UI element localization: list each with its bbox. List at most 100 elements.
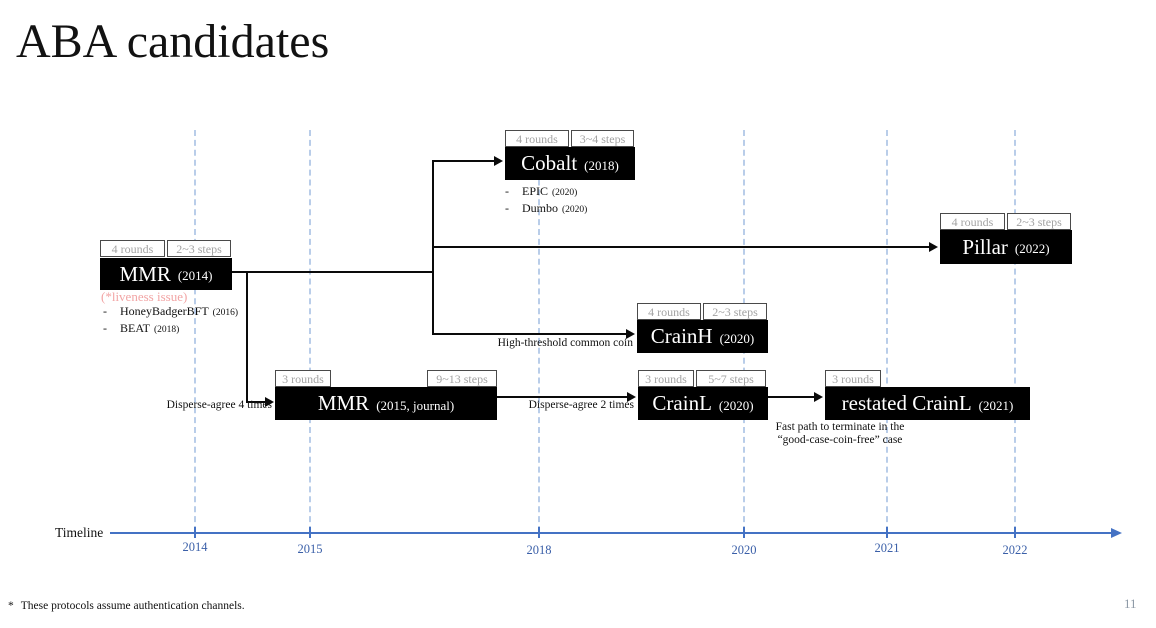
rounds-tag: 4 rounds bbox=[100, 240, 165, 257]
protocol-year: (2018) bbox=[584, 157, 619, 173]
connector-to-cobalt bbox=[434, 160, 495, 162]
protocol-name: MMR bbox=[317, 391, 370, 415]
protocol-year: (2022) bbox=[1014, 241, 1050, 256]
tags-pillar: 4 rounds 2~3 steps bbox=[940, 213, 1071, 230]
protocol-year: (2015, journal) bbox=[376, 397, 455, 413]
arrowhead-restated-crainl bbox=[814, 392, 823, 402]
steps-tag: 3~4 steps bbox=[571, 130, 634, 147]
cobalt-derivatives: - EPIC (2020) - Dumbo (2020) bbox=[505, 184, 587, 218]
footnote-marker: * bbox=[8, 600, 14, 612]
derivative-year: (2020) bbox=[552, 188, 578, 198]
year-label-2015: 2015 bbox=[297, 542, 323, 556]
year-label-2018: 2018 bbox=[526, 543, 552, 557]
tags-restated-crainl: 3 rounds bbox=[825, 370, 881, 387]
rounds-tag: 3 rounds bbox=[638, 370, 694, 387]
list-item: - Dumbo (2020) bbox=[505, 201, 587, 218]
rounds-tag: 3 rounds bbox=[275, 370, 331, 387]
derivative-name: BEAT bbox=[120, 321, 150, 335]
year-label-2020: 2020 bbox=[731, 543, 757, 557]
gridline-2022 bbox=[1014, 130, 1016, 532]
timeline-axis bbox=[110, 532, 1112, 534]
fast-path-line1: Fast path to terminate in the bbox=[775, 421, 905, 433]
tick-2014 bbox=[194, 527, 196, 538]
steps-tag: 2~3 steps bbox=[703, 303, 767, 320]
steps-tag: 2~3 steps bbox=[167, 240, 231, 257]
steps-tag: 5~7 steps bbox=[696, 370, 766, 387]
arrowhead-mmr2015 bbox=[265, 397, 274, 407]
protocol-year: (2020) bbox=[719, 330, 755, 346]
connector-to-crainl bbox=[497, 396, 628, 398]
year-label-2014: 2014 bbox=[182, 540, 208, 554]
gridline-2015 bbox=[309, 130, 311, 532]
steps-tag: 9~13 steps bbox=[427, 370, 497, 387]
rounds-tag: 4 rounds bbox=[940, 213, 1005, 230]
connector-branch-vertical bbox=[432, 160, 434, 335]
derivative-name: EPIC bbox=[522, 184, 549, 198]
steps-tag: 2~3 steps bbox=[1007, 213, 1071, 230]
protocol-year: (2020) bbox=[718, 397, 754, 413]
derivative-year: (2016) bbox=[212, 308, 238, 318]
connector-mmr2014-trunk bbox=[232, 271, 433, 273]
tick-2021 bbox=[886, 527, 888, 538]
protocol-name: Pillar bbox=[962, 234, 1008, 259]
arrowhead-crainh bbox=[626, 329, 635, 339]
slide-title: ABA candidates bbox=[16, 15, 330, 68]
protocol-box-cobalt: Cobalt (2018) bbox=[505, 147, 635, 180]
tick-2022 bbox=[1014, 527, 1016, 538]
edge-label-high-threshold: High-threshold common coin bbox=[497, 337, 633, 349]
gridline-2021 bbox=[886, 130, 888, 532]
protocol-name: MMR bbox=[119, 261, 171, 286]
tick-2020 bbox=[743, 527, 745, 538]
arrowhead-pillar bbox=[929, 242, 938, 252]
tick-2015 bbox=[309, 527, 311, 538]
liveness-note: (*liveness issue) bbox=[101, 289, 188, 304]
page-number: 11 bbox=[1124, 596, 1137, 611]
list-item: - BEAT (2018) bbox=[103, 321, 238, 338]
protocol-box-mmr-2014: MMR (2014) bbox=[100, 258, 232, 290]
connector-to-restated-crainl bbox=[768, 396, 816, 398]
footnote: * These protocols assume authentication … bbox=[8, 600, 245, 612]
derivative-name: HoneyBadgerBFT bbox=[120, 304, 209, 318]
tags-crainh: 4 rounds 2~3 steps bbox=[637, 303, 767, 320]
tags-cobalt: 4 rounds 3~4 steps bbox=[505, 130, 634, 147]
protocol-name: CrainH bbox=[650, 324, 713, 348]
edge-label-disperse-4: Disperse-agree 4 times bbox=[166, 399, 272, 411]
protocol-box-restated-crainl: restated CrainL (2021) bbox=[825, 387, 1030, 420]
connector-down-to-mmr2015 bbox=[246, 272, 248, 403]
edge-label-disperse-2: Disperse-agree 2 times bbox=[528, 399, 634, 411]
derivative-year: (2018) bbox=[154, 325, 180, 335]
protocol-year: (2014) bbox=[177, 268, 213, 283]
tick-2018 bbox=[538, 527, 540, 538]
arrowhead-crainl bbox=[627, 392, 636, 402]
timeline-arrowhead bbox=[1111, 528, 1122, 538]
bullet-dash: - bbox=[103, 321, 107, 335]
connector-to-crainh bbox=[434, 333, 627, 335]
protocol-box-pillar: Pillar (2022) bbox=[940, 230, 1072, 264]
derivative-name: Dumbo bbox=[522, 201, 558, 215]
gridline-2014 bbox=[194, 130, 196, 532]
footnote-text: These protocols assume authentication ch… bbox=[20, 600, 245, 612]
tags-mmr-2015: 3 rounds 9~13 steps bbox=[275, 370, 497, 387]
year-label-2022: 2022 bbox=[1002, 543, 1028, 557]
fast-path-line2: “good-case-coin-free” case bbox=[777, 434, 903, 446]
protocol-name: Cobalt bbox=[521, 151, 578, 175]
gridline-2018 bbox=[538, 130, 540, 532]
protocol-box-crainh: CrainH (2020) bbox=[637, 320, 768, 353]
timeline-label: Timeline bbox=[55, 525, 104, 540]
tags-crainl: 3 rounds 5~7 steps bbox=[638, 370, 766, 387]
connector-to-pillar bbox=[434, 246, 930, 248]
derivative-year: (2020) bbox=[562, 205, 588, 215]
list-item: - HoneyBadgerBFT (2016) bbox=[103, 304, 238, 321]
edge-label-fast-path: Fast path to terminate in the “good-case… bbox=[770, 421, 910, 447]
year-label-2021: 2021 bbox=[874, 541, 900, 555]
list-item: - EPIC (2020) bbox=[505, 184, 587, 201]
arrowhead-cobalt bbox=[494, 156, 503, 166]
protocol-box-crainl: CrainL (2020) bbox=[638, 387, 768, 420]
rounds-tag: 4 rounds bbox=[637, 303, 701, 320]
protocol-name: CrainL bbox=[652, 391, 712, 415]
tags-mmr-2014: 4 rounds 2~3 steps bbox=[100, 240, 231, 257]
protocol-name: restated CrainL bbox=[841, 391, 972, 415]
connector-to-mmr2015 bbox=[246, 401, 266, 403]
rounds-tag: 4 rounds bbox=[505, 130, 569, 147]
